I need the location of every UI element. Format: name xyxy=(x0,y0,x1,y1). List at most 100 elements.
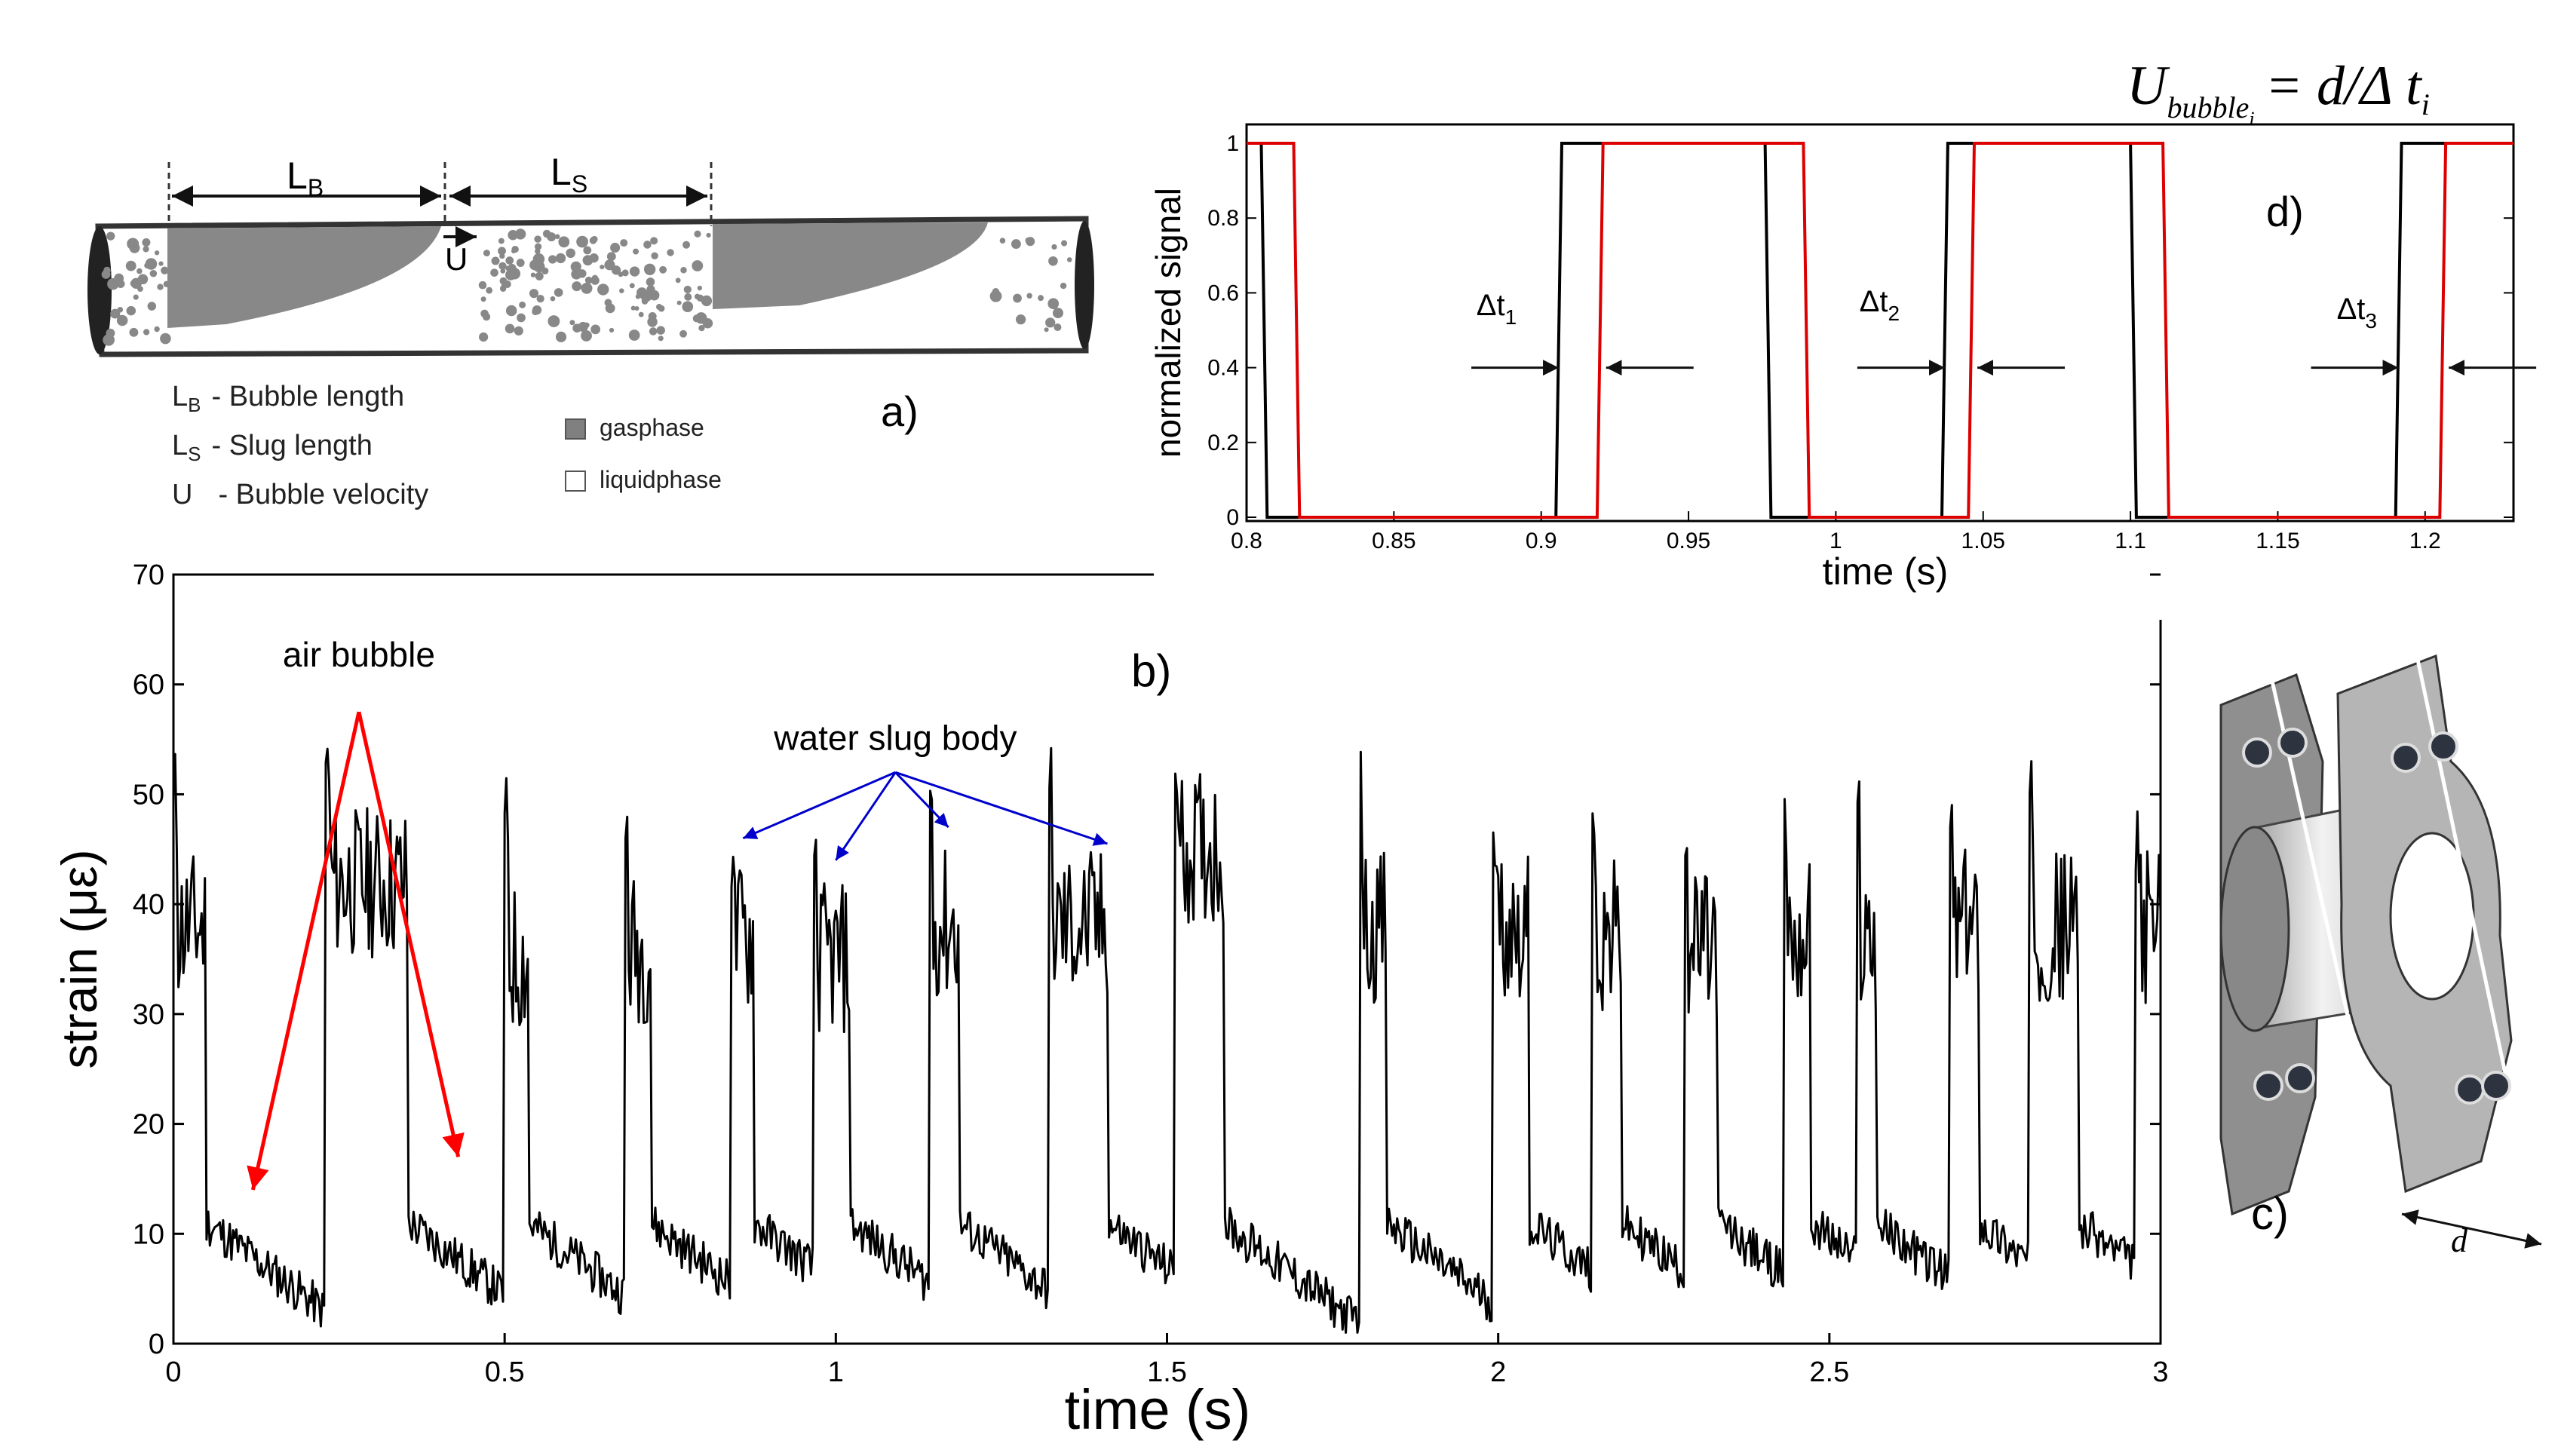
panel-b-xlabel: time (s) xyxy=(1065,1378,1251,1441)
bubble-dot xyxy=(480,296,486,302)
bubble-dot xyxy=(581,330,592,342)
bubble-dot xyxy=(572,281,582,292)
legend-item-bubble-velocity: U- Bubble velocity xyxy=(172,479,428,510)
bubble-dot xyxy=(621,269,629,277)
bubble-dot xyxy=(532,305,542,315)
bubble-dot xyxy=(107,335,114,342)
bubble-dot xyxy=(499,277,508,285)
annotation-arrow xyxy=(894,771,1108,846)
panel-b-annotations: air bubble water slug body xyxy=(247,635,1108,1191)
gasphase-label: gasphase xyxy=(600,414,704,441)
bubble-dot xyxy=(629,266,640,277)
legend-item-bubble-length: LB - Bubble length xyxy=(172,381,404,416)
bubble-dot xyxy=(570,261,581,272)
bubble-dot xyxy=(647,317,658,327)
panel-d-chart: Ububblei= d/Δ ti 0.8 0.85 0.9 0.95 1 1.05 1.1 1… xyxy=(1149,55,2537,593)
bubble-dot xyxy=(158,261,164,266)
bubble-dot xyxy=(1066,257,1072,262)
bubble-dot xyxy=(498,238,505,244)
bubble-dot xyxy=(604,259,615,271)
bubble-dot xyxy=(676,300,682,305)
bubble-dot xyxy=(1051,244,1057,250)
bubble-dot xyxy=(683,285,692,294)
bubble-dot xyxy=(1013,293,1022,303)
gas-bubble-2 xyxy=(713,222,988,309)
bubble-dot xyxy=(695,312,707,324)
bubble-dot xyxy=(517,313,526,323)
d-dimension-arrow xyxy=(2401,1209,2542,1249)
bubble-dot xyxy=(548,255,557,264)
d-xtick-label: 0.95 xyxy=(1667,529,1710,553)
bubble-dot xyxy=(583,246,592,255)
d-ytick-label: 0.8 xyxy=(1207,206,1239,231)
bubble-dot xyxy=(505,305,517,317)
bubble-dot xyxy=(582,255,593,266)
bubble-dot xyxy=(1026,293,1032,299)
bubble-dot xyxy=(698,324,705,332)
bubble-dot xyxy=(511,245,519,253)
d-ytick-label: 1 xyxy=(1226,131,1239,156)
bubble-dot xyxy=(620,239,628,247)
bubble-dot xyxy=(1054,323,1062,332)
bubble-dot xyxy=(116,314,128,326)
bubble-dot xyxy=(605,303,615,314)
bubble-dot xyxy=(675,277,681,284)
b-ytick-label: 0 xyxy=(149,1329,164,1360)
bubble-dot xyxy=(160,333,171,345)
bubble-dot xyxy=(143,246,149,253)
bubble-dot xyxy=(514,326,523,336)
bubble-dot xyxy=(501,284,506,289)
bubble-dot xyxy=(542,229,551,238)
annotation-arrow xyxy=(742,771,896,840)
panel-b-ylabel: strain (με) xyxy=(51,849,107,1068)
bubble-dot xyxy=(704,300,710,307)
bubble-dot xyxy=(554,288,563,297)
panel-d-tag: d) xyxy=(2266,188,2304,235)
dispersed-bubbles xyxy=(101,228,1072,346)
bubble-dot xyxy=(597,284,609,296)
bubble-dot xyxy=(633,248,639,255)
bubble-dot xyxy=(610,242,621,253)
bubble-dot xyxy=(508,230,518,241)
bubble-dot xyxy=(157,284,164,290)
bubble-dot xyxy=(161,266,169,274)
bubble-dot xyxy=(658,336,664,342)
bubble-dot xyxy=(133,294,139,300)
d-xtick-label: 0.9 xyxy=(1526,529,1557,553)
sensor-bolts xyxy=(2242,728,2511,1105)
bubble-dot xyxy=(500,268,506,274)
b-xtick-label: 2 xyxy=(1490,1356,1506,1388)
bubble-dot xyxy=(479,332,489,342)
d-xtick-label: 0.8 xyxy=(1231,529,1262,553)
pipe-left-end xyxy=(87,226,112,354)
liquidphase-label: liquidphase xyxy=(600,466,722,493)
panel-d-xlabel: time (s) xyxy=(1823,550,1949,593)
d-ytick-label: 0.4 xyxy=(1207,356,1239,381)
bubble-dot xyxy=(505,323,515,334)
bubble-dot xyxy=(643,241,652,249)
bubble-dot xyxy=(634,305,639,311)
delta-t-label: Δt1 xyxy=(1477,289,1517,329)
bubble-dot xyxy=(535,248,541,255)
bubble-dot xyxy=(600,264,605,270)
b-ytick-label: 50 xyxy=(133,779,164,811)
bubble-dot xyxy=(555,253,566,264)
gas-bubble-1 xyxy=(167,226,441,328)
d-xtick-label: 1 xyxy=(1830,529,1842,553)
velocity-formula: Ububblei= d/Δ ti xyxy=(2127,55,2430,130)
bubble-dot xyxy=(534,235,541,243)
panel-b-tag: b) xyxy=(1131,645,1171,696)
bubble-dot xyxy=(694,230,701,238)
bubble-dot xyxy=(628,330,640,341)
annotation-arrow xyxy=(835,771,897,861)
bubble-dot xyxy=(478,280,487,290)
bubble-dot xyxy=(533,261,545,273)
panel-d-delta-markers: Δt1 Δt2 Δt3 xyxy=(1471,285,2537,376)
bubble-dot xyxy=(129,327,139,337)
bubble-dot xyxy=(572,323,581,333)
bubble-dot xyxy=(644,265,649,270)
annotation-label: water slug body xyxy=(773,718,1017,757)
bubble-dot xyxy=(1048,256,1058,266)
bubble-dot xyxy=(554,234,560,240)
